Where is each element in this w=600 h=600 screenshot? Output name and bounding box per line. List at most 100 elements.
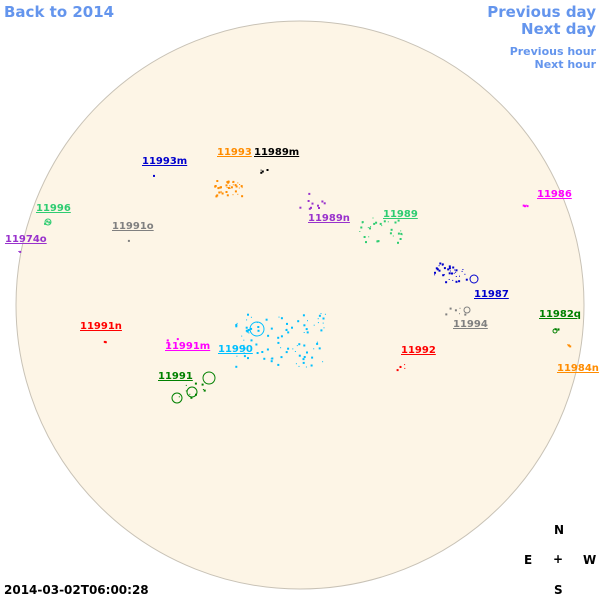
sunspot-dot-11990 — [322, 317, 325, 320]
sunspot-dot-11990 — [250, 339, 253, 342]
sunspot-dot-11987 — [451, 272, 453, 275]
sunspot-dot-11990 — [243, 339, 245, 341]
sunspot-ring-11991 — [171, 392, 183, 404]
sunspot-dot-11993 — [232, 184, 234, 186]
region-label-11989[interactable]: 11989 — [383, 209, 418, 220]
region-label-11989m[interactable]: 11989m — [254, 147, 300, 158]
sunspot-dot-11990 — [247, 357, 249, 360]
sunspot-dot-11987 — [455, 276, 457, 277]
sunspot-dot-11989n — [310, 206, 312, 209]
sunspot-dot-11987 — [452, 279, 454, 281]
sunspot-dot-11989 — [367, 227, 369, 229]
sunspot-dot-11987 — [441, 264, 443, 266]
sunspot-dot-11990 — [248, 332, 250, 334]
sunspot-dot-11993 — [221, 192, 224, 195]
sunspot-dot-11990 — [303, 344, 306, 347]
sunspot-dot-11989 — [397, 219, 400, 222]
sunspot-dot-11994 — [459, 313, 460, 315]
region-label-11986[interactable]: 11986 — [537, 189, 572, 200]
sunspot-dot-11990 — [286, 322, 288, 325]
sunspot-dot-11993 — [220, 192, 222, 194]
sunspot-dot-11990 — [291, 326, 293, 329]
sunspot-dot-11989n — [317, 204, 319, 207]
compass-west: W — [583, 553, 597, 567]
region-label-11991n[interactable]: 11991n — [80, 321, 122, 332]
sunspot-dot-11991 — [178, 396, 180, 398]
region-label-11974o[interactable]: 11974o — [5, 234, 47, 245]
next-day-link[interactable]: Next day — [521, 20, 596, 38]
sunspot-dot-11990 — [313, 348, 315, 350]
region-label-11992[interactable]: 11992 — [401, 345, 436, 356]
sunspot-dot-11987 — [438, 269, 441, 272]
sunspot-dot-11990 — [323, 327, 325, 329]
sunspot-dot-11990 — [320, 329, 323, 332]
region-label-11990[interactable]: 11990 — [218, 344, 253, 355]
region-label-11984n[interactable]: 11984n — [557, 363, 599, 374]
sunspot-dot-11987 — [434, 271, 436, 274]
sunspot-dot-11990 — [280, 317, 283, 320]
sunspot-ring-11994 — [463, 306, 471, 314]
region-label-11982q[interactable]: 11982q — [539, 309, 581, 320]
sunspot-dot-11993 — [241, 187, 243, 189]
sunspot-dot-11990 — [245, 329, 248, 332]
sunspot-dot-11990 — [256, 352, 259, 354]
sunspot-dot-11990 — [246, 319, 248, 321]
region-label-11991o[interactable]: 11991o — [112, 221, 154, 232]
sunspot-dot-11987 — [461, 270, 463, 272]
region-label-11991m[interactable]: 11991m — [165, 341, 211, 352]
sunspot-dot-11990 — [285, 351, 288, 354]
sunspot-dot-11993 — [218, 191, 221, 194]
sunspot-dot-11993 — [238, 187, 240, 189]
sunspot-dot-11990 — [318, 314, 321, 317]
region-label-11989n[interactable]: 11989n — [308, 213, 350, 224]
sunspot-dot-11990 — [247, 313, 249, 316]
sunspot-dot-11990 — [270, 360, 273, 363]
sunspot-dot-11990 — [311, 356, 314, 359]
sunspot-dot-11990 — [280, 347, 282, 349]
sunspot-dot-11990 — [280, 356, 283, 359]
sunspot-dot-11986 — [526, 205, 529, 208]
sunspot-dot-11989n — [318, 207, 320, 209]
sunspot-dot-11989 — [370, 226, 372, 228]
sunspot-dot-11990 — [303, 324, 306, 327]
region-label-11996[interactable]: 11996 — [36, 203, 71, 214]
sunspot-dot-11987 — [443, 274, 445, 276]
sunspot-dot-11990 — [305, 328, 308, 331]
sunspot-dot-11989 — [372, 217, 374, 219]
back-to-year-link[interactable]: Back to 2014 — [4, 3, 115, 21]
sunspot-dot-11987 — [465, 278, 468, 281]
region-label-11994[interactable]: 11994 — [453, 319, 488, 330]
sunspot-dot-11989 — [400, 230, 402, 232]
sunspot-dot-11987 — [454, 269, 456, 271]
sunspot-dot-11993 — [216, 195, 218, 197]
sunspot-dot-11990 — [266, 348, 269, 351]
sunspot-dot-11993 — [232, 194, 234, 196]
compass-south: S — [554, 583, 563, 597]
sunspot-dot-11993 — [240, 185, 243, 188]
sunspot-dot-11989n — [299, 206, 302, 209]
sunspot-dot-11989n — [311, 202, 314, 205]
sunspot-dot-11991 — [185, 390, 187, 392]
sunspot-dot-11990 — [271, 357, 274, 360]
region-label-11987[interactable]: 11987 — [474, 289, 509, 300]
sunspot-dot-11991m — [176, 338, 179, 341]
region-label-11991[interactable]: 11991 — [158, 371, 193, 382]
sunspot-dot-11987 — [448, 265, 451, 268]
sunspot-dot-11990 — [277, 341, 280, 344]
sunspot-dot-11993 — [235, 185, 238, 188]
previous-hour-link[interactable]: Previous hour — [509, 45, 596, 58]
sunspot-dot-11987 — [447, 268, 450, 271]
region-label-11993[interactable]: 11993 — [217, 147, 252, 158]
sunspot-dot-11989 — [361, 221, 364, 224]
next-hour-link[interactable]: Next hour — [534, 58, 597, 71]
sunspot-ring-11987 — [469, 274, 479, 284]
region-label-11993m[interactable]: 11993m — [142, 156, 188, 167]
sunspot-dot-11993 — [215, 195, 218, 198]
previous-day-link[interactable]: Previous day — [487, 3, 596, 21]
sun-disk — [15, 20, 585, 590]
sunspot-dot-11974o — [18, 251, 20, 252]
sunspot-dot-11990 — [243, 347, 246, 350]
sunspot-dot-11990 — [278, 316, 280, 318]
sunspot-dot-11993 — [230, 186, 233, 189]
